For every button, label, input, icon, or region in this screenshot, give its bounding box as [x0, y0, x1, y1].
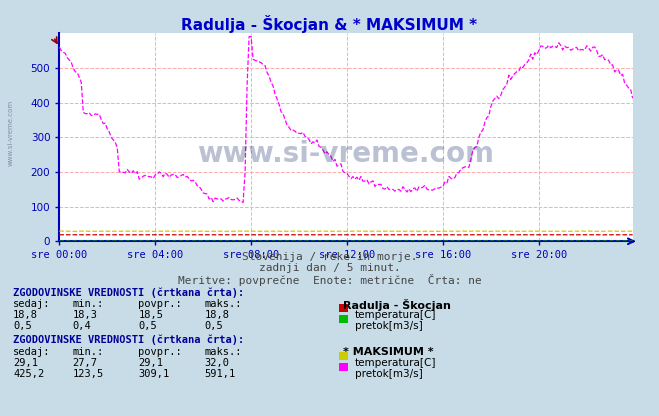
Text: 18,8: 18,8	[204, 310, 229, 320]
Text: povpr.:: povpr.:	[138, 347, 182, 357]
Text: sedaj:: sedaj:	[13, 299, 51, 309]
Text: 29,1: 29,1	[138, 358, 163, 368]
Text: ZGODOVINSKE VREDNOSTI (črtkana črta):: ZGODOVINSKE VREDNOSTI (črtkana črta):	[13, 287, 244, 297]
Text: maks.:: maks.:	[204, 299, 242, 309]
Text: min.:: min.:	[72, 347, 103, 357]
Text: 0,5: 0,5	[13, 321, 32, 331]
Text: min.:: min.:	[72, 299, 103, 309]
Text: sedaj:: sedaj:	[13, 347, 51, 357]
Text: 309,1: 309,1	[138, 369, 169, 379]
Text: pretok[m3/s]: pretok[m3/s]	[355, 369, 422, 379]
Text: zadnji dan / 5 minut.: zadnji dan / 5 minut.	[258, 263, 401, 273]
Text: temperatura[C]: temperatura[C]	[355, 310, 436, 320]
Text: 32,0: 32,0	[204, 358, 229, 368]
Text: 18,5: 18,5	[138, 310, 163, 320]
Text: maks.:: maks.:	[204, 347, 242, 357]
Text: 0,5: 0,5	[204, 321, 223, 331]
Text: www.si-vreme.com: www.si-vreme.com	[198, 140, 494, 168]
Text: 0,5: 0,5	[138, 321, 157, 331]
Text: www.si-vreme.com: www.si-vreme.com	[8, 100, 14, 166]
Text: 0,4: 0,4	[72, 321, 91, 331]
Text: 18,3: 18,3	[72, 310, 98, 320]
Text: ZGODOVINSKE VREDNOSTI (črtkana črta):: ZGODOVINSKE VREDNOSTI (črtkana črta):	[13, 335, 244, 345]
Text: 18,8: 18,8	[13, 310, 38, 320]
Text: 591,1: 591,1	[204, 369, 235, 379]
Text: 425,2: 425,2	[13, 369, 44, 379]
Text: povpr.:: povpr.:	[138, 299, 182, 309]
Text: Meritve: povprečne  Enote: metrične  Črta: ne: Meritve: povprečne Enote: metrične Črta:…	[178, 274, 481, 286]
Text: pretok[m3/s]: pretok[m3/s]	[355, 321, 422, 331]
Text: Radulja - Škocjan & * MAKSIMUM *: Radulja - Škocjan & * MAKSIMUM *	[181, 15, 478, 32]
Text: 27,7: 27,7	[72, 358, 98, 368]
Text: Radulja - Škocjan: Radulja - Škocjan	[343, 299, 451, 311]
Text: 123,5: 123,5	[72, 369, 103, 379]
Text: Slovenija / reke in morje.: Slovenija / reke in morje.	[242, 252, 417, 262]
Text: temperatura[C]: temperatura[C]	[355, 358, 436, 368]
Text: 29,1: 29,1	[13, 358, 38, 368]
Text: * MAKSIMUM *: * MAKSIMUM *	[343, 347, 434, 357]
